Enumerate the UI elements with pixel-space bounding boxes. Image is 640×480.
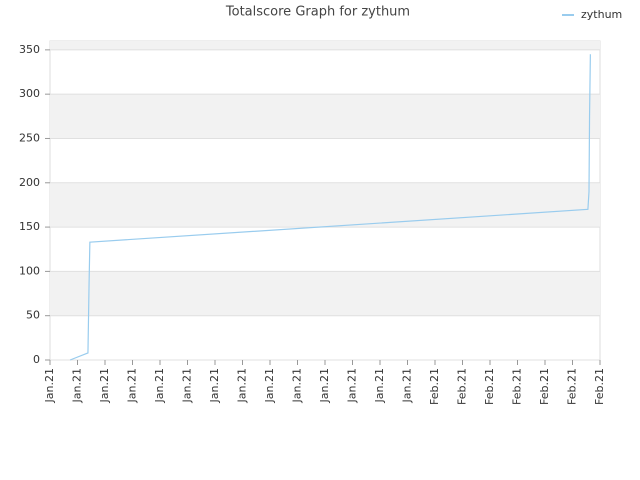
x-tick-label: Jan.21 [208, 368, 221, 403]
legend-label: zythum [581, 8, 622, 21]
x-tick-label: Jan.21 [153, 368, 166, 403]
data-line [69, 54, 591, 361]
x-tick-label: Jan.21 [373, 368, 386, 403]
y-tick-label: 50 [26, 309, 40, 322]
x-tick-label: Jan.21 [318, 368, 331, 403]
y-tick-label: 150 [19, 220, 40, 233]
x-tick-label: Feb.21 [428, 368, 441, 405]
x-tick-label: Jan.21 [43, 368, 56, 403]
x-tick-label: Feb.21 [483, 368, 496, 405]
y-tick-label: 300 [19, 87, 40, 100]
x-tick-label: Jan.21 [98, 368, 111, 403]
chart-title: Totalscore Graph for zythum [225, 5, 410, 20]
x-tick-label: Jan.21 [291, 368, 304, 403]
x-tick-label: Feb.21 [593, 368, 606, 405]
y-tick-label: 0 [33, 353, 40, 366]
x-tick-label: Jan.21 [263, 368, 276, 403]
x-tick-label: Feb.21 [566, 368, 579, 405]
grid-band [50, 41, 600, 50]
y-tick-label: 350 [19, 43, 40, 56]
y-tick-label: 250 [19, 131, 40, 144]
grid-band [50, 271, 600, 316]
x-tick-label: Feb.21 [538, 368, 551, 405]
x-tick-label: Feb.21 [456, 368, 469, 405]
y-tick-label: 200 [19, 176, 40, 189]
y-tick-label: 100 [19, 264, 40, 277]
x-tick-label: Jan.21 [401, 368, 414, 403]
x-tick-label: Jan.21 [71, 368, 84, 403]
grid-band [50, 182, 600, 228]
x-tick-label: Jan.21 [346, 368, 359, 403]
x-tick-label: Feb.21 [511, 368, 524, 405]
x-tick-label: Jan.21 [236, 368, 249, 403]
x-tick-label: Jan.21 [181, 368, 194, 403]
grid-band [50, 94, 600, 139]
x-tick-label: Jan.21 [126, 368, 139, 403]
